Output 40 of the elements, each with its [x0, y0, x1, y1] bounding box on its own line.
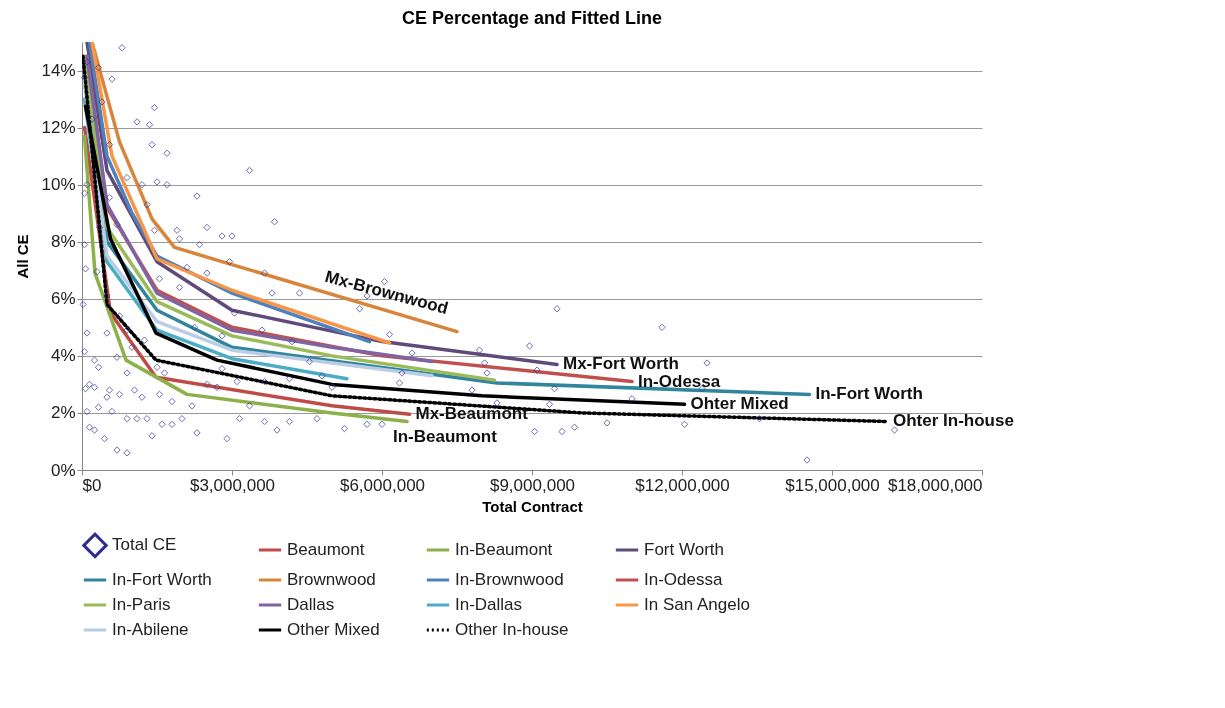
legend-label: Other Mixed: [287, 620, 380, 639]
y-tick-label: 12%: [41, 118, 76, 138]
chart-title: CE Percentage and Fitted Line: [401, 8, 663, 28]
legend-label: Total CE: [112, 535, 177, 555]
legend-label: In-Odessa: [644, 570, 723, 589]
x-tick-label: $9,000,000: [489, 475, 576, 495]
legend-label: In-Dallas: [455, 595, 523, 614]
x-tick-label: $12,000,000: [635, 475, 730, 495]
legend-label: Fort Worth: [644, 540, 724, 559]
y-tick-label: 10%: [41, 175, 76, 195]
y-tick-label: 8%: [50, 232, 76, 252]
legend-label: In-Brownwood: [455, 570, 564, 589]
legend-label: In-Fort Worth: [112, 570, 212, 589]
y-tick-label: 0%: [50, 460, 76, 480]
legend-label: Beaumont: [287, 540, 365, 559]
annotation: In-Odessa: [638, 371, 721, 391]
y-tick-label: 14%: [41, 61, 76, 81]
x-tick-label: $3,000,000: [189, 475, 276, 495]
legend-label: In-Paris: [112, 595, 171, 614]
annotation: Mx-Beaumont: [415, 404, 529, 424]
legend-label: Brownwood: [287, 570, 376, 589]
x-tick-label: $6,000,000: [339, 475, 426, 495]
annotation: In-Beaumont: [393, 427, 498, 447]
y-tick-label: 4%: [50, 346, 76, 366]
x-axis-title: Total Contract: [482, 497, 583, 515]
y-tick-label: 2%: [50, 403, 76, 423]
legend-label: Other In-house: [455, 620, 569, 639]
x-tick-label: $0: [82, 475, 102, 495]
y-tick-label: 6%: [50, 289, 76, 309]
legend-label: Dallas: [287, 595, 335, 614]
annotation: Mx-Fort Worth: [563, 354, 679, 374]
annotation: In-Fort Worth: [815, 384, 923, 404]
legend-label: In-Abilene: [112, 620, 189, 639]
legend-label: In San Angelo: [644, 595, 750, 614]
legend-label: In-Beaumont: [455, 540, 553, 559]
y-axis-title: All CE: [14, 234, 32, 279]
x-tick-label: $18,000,000: [887, 475, 983, 495]
x-tick-label: $15,000,000: [785, 475, 880, 495]
annotation: Ohter In-house: [893, 411, 1014, 431]
annotation: Ohter Mixed: [690, 394, 789, 414]
